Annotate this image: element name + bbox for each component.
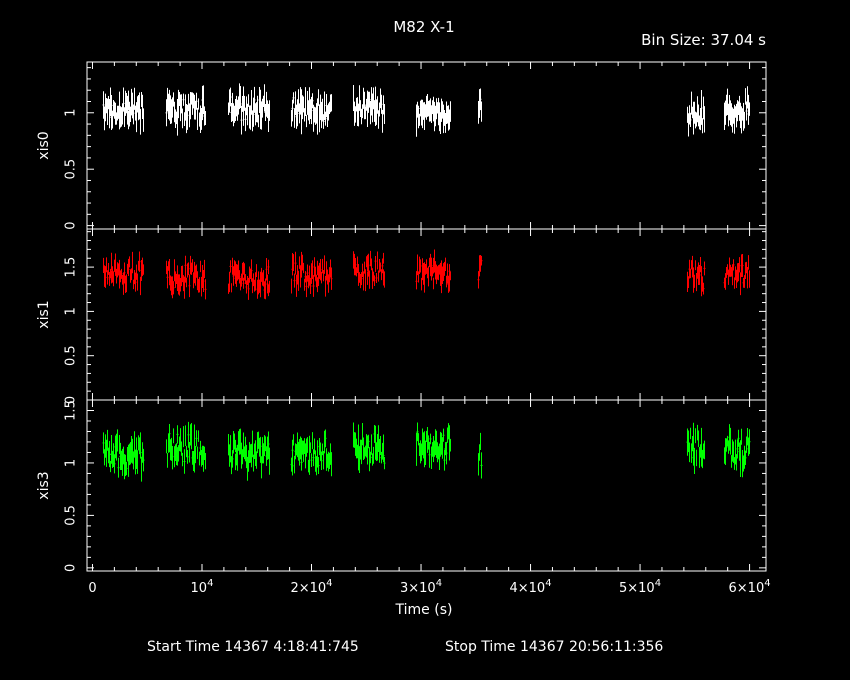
- y-axis-label: xis1: [36, 300, 52, 328]
- x-tick-exponent: 4: [326, 578, 332, 589]
- panel-xis1: 0 0.5 1 1.5 xis1: [36, 228, 767, 404]
- series-xis1: [103, 249, 750, 300]
- x-tick-exponent: 4: [655, 578, 661, 589]
- series-xis0: [102, 83, 750, 137]
- y-tick-label: 1.5: [64, 257, 79, 278]
- y-tick-label: 1: [64, 109, 79, 117]
- y-tick-label: 0.5: [64, 159, 79, 180]
- x-tick-label: 2×104: [290, 578, 332, 596]
- y-axis-label: xis3: [36, 471, 52, 499]
- x-tick-exponent: 4: [207, 578, 213, 589]
- stop-time-label: Stop Time 14367 20:56:11:356: [445, 639, 663, 655]
- panel-xis3: 0 0.5 1 1.5 xis3: [36, 399, 767, 572]
- y-axis-label: xis0: [36, 131, 52, 159]
- x-axis-label: Time (s): [395, 602, 453, 618]
- x-tick-label: 0: [88, 581, 96, 596]
- x-tick-label: 5×104: [619, 578, 661, 596]
- x-tick-exponent: 4: [545, 578, 551, 589]
- y-tick-label: 0: [64, 396, 79, 404]
- plot-body: 0 0.5 1 xis0 0 0.5 1 1.5 xis1 0 0.5 1 1.5 xis3 0 104 2×1…: [36, 61, 771, 596]
- x-tick-exponent: 4: [764, 578, 770, 589]
- x-tick-label: 104: [191, 578, 214, 596]
- panel-frame: [86, 61, 767, 230]
- x-tick-exponent: 4: [436, 578, 442, 589]
- start-time-label: Start Time 14367 4:18:41:745: [147, 639, 359, 655]
- y-tick-label: 0: [64, 221, 79, 229]
- x-tick-label: 6×104: [729, 578, 771, 596]
- panel-frame: [86, 228, 767, 401]
- panel-xis0: 0 0.5 1 xis0: [36, 61, 767, 230]
- series-xis3: [102, 421, 751, 482]
- y-tick-label: 1: [64, 459, 79, 467]
- y-tick-label: 0.5: [64, 505, 79, 526]
- bin-size-label: Bin Size: 37.04 s: [641, 31, 766, 49]
- chart-title: M82 X-1: [393, 18, 454, 36]
- y-tick-label: 0.5: [64, 345, 79, 366]
- y-tick-label: 1: [64, 307, 79, 315]
- x-tick-label: 4×104: [509, 578, 551, 596]
- panel-frame: [86, 399, 767, 572]
- x-tick-label: 3×104: [400, 578, 442, 596]
- y-tick-label: 0: [64, 564, 79, 572]
- y-tick-label: 1.5: [64, 400, 79, 421]
